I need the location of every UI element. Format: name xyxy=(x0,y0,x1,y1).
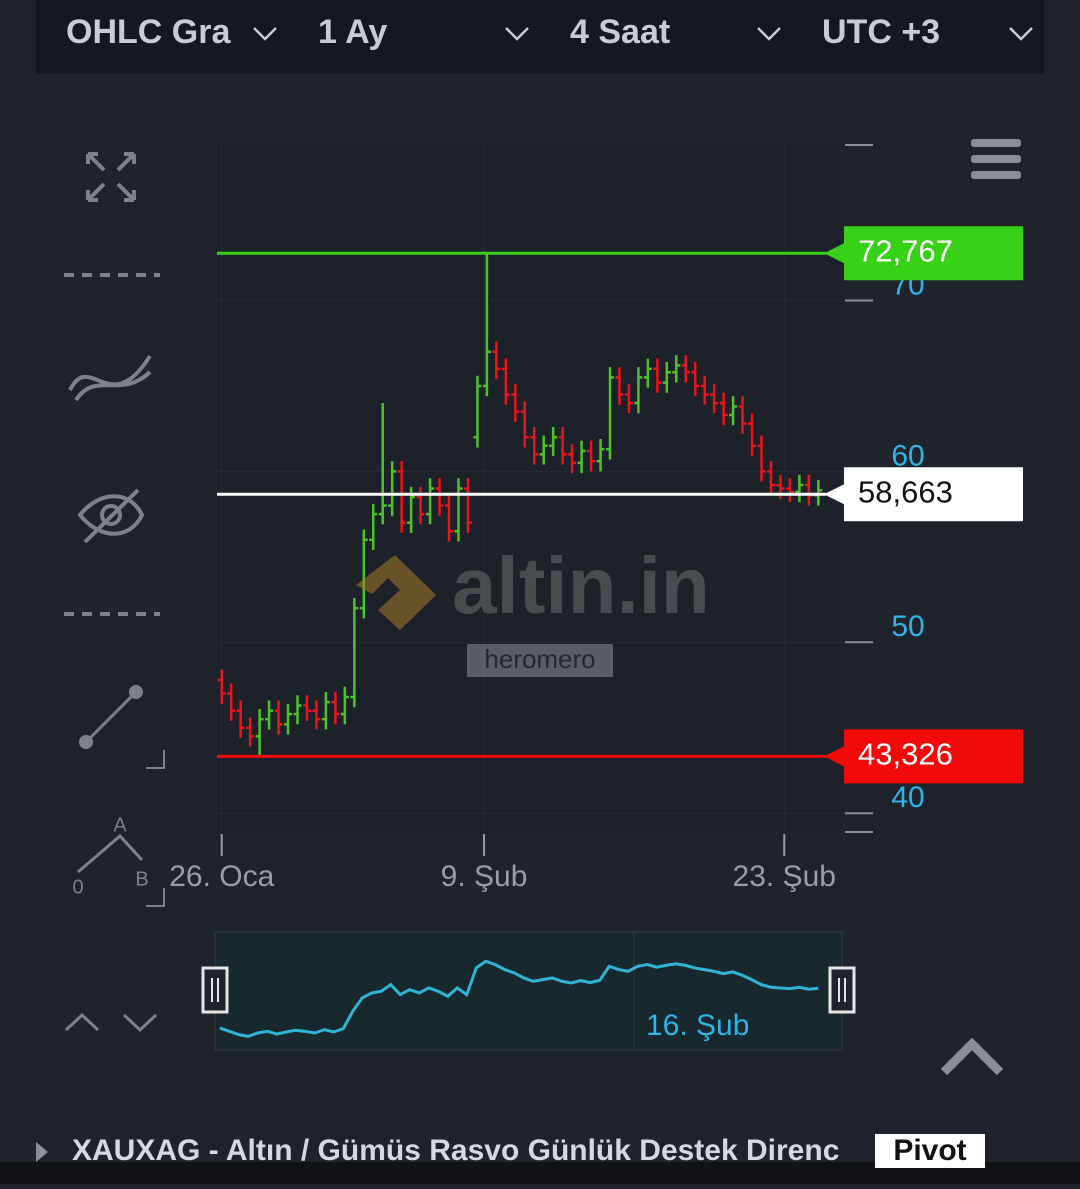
pivot-button[interactable] xyxy=(875,1134,985,1168)
menu-icon[interactable] xyxy=(971,139,1021,179)
navigator-label: 16. Şub xyxy=(646,1009,749,1042)
toolbar xyxy=(36,0,1044,74)
handle-grip xyxy=(838,978,846,1002)
plot-area xyxy=(217,145,842,832)
level-label: 43,326 xyxy=(858,737,953,772)
y-tick-label: 60 xyxy=(891,439,924,472)
level-tag xyxy=(824,729,1023,784)
navigator-handle[interactable] xyxy=(201,966,229,1014)
navigator-handle[interactable] xyxy=(828,966,856,1014)
x-tick-label: 26. Oca xyxy=(169,860,274,893)
level-label: 58,663 xyxy=(858,474,953,509)
watermark: altin.in heromero xyxy=(356,541,710,677)
pivot-label[interactable]: Pivot xyxy=(893,1134,966,1167)
watermark-user: heromero xyxy=(484,644,595,674)
bottom-title: XAUXAG - Altın / Gümüs Rasvo Günlük Dest… xyxy=(72,1134,839,1167)
level-tag xyxy=(824,467,1023,522)
y-tick-label: 50 xyxy=(891,610,924,643)
dropdown[interactable]: UTC +3 xyxy=(822,13,940,51)
handle-grip xyxy=(211,978,219,1002)
tool-icons[interactable] xyxy=(64,152,165,1033)
tool-label: A xyxy=(113,814,127,836)
dropdown[interactable]: 4 Saat xyxy=(570,13,670,51)
y-tick-label: 40 xyxy=(891,781,924,814)
watermark-text: altin.in xyxy=(452,541,710,630)
tool-label: 0 xyxy=(72,876,83,898)
scroll-top[interactable] xyxy=(940,1037,1004,1076)
navigator-line xyxy=(219,959,819,1038)
bottom-bar xyxy=(0,1162,1080,1184)
tool-label: B xyxy=(135,868,148,890)
dropdown[interactable]: OHLC Gra xyxy=(66,13,231,51)
dropdown[interactable]: 1 Ay xyxy=(318,13,387,51)
x-tick-label: 23. Şub xyxy=(733,860,836,893)
level-label: 72,767 xyxy=(858,233,953,268)
chevrons xyxy=(253,27,1033,41)
x-tick-label: 9. Şub xyxy=(441,860,528,893)
expand-arrow[interactable] xyxy=(36,1142,48,1162)
level-tag xyxy=(824,226,1023,281)
